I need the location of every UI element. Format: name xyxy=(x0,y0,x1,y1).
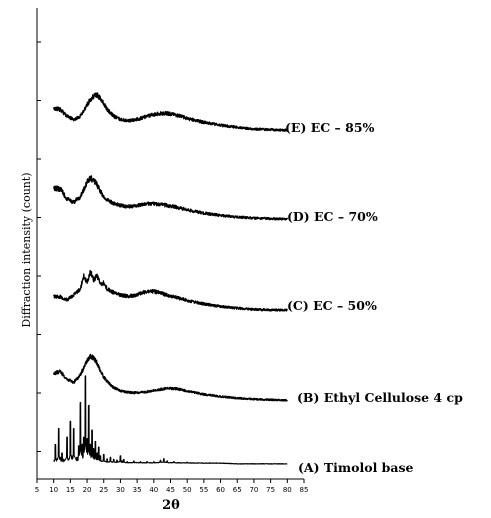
series-trace-c xyxy=(53,269,288,312)
x-tick-label: 65 xyxy=(233,486,242,494)
series-label-e: (E) EC – 85% xyxy=(285,120,375,135)
x-tick-label: 25 xyxy=(99,486,108,494)
series-label-d: (D) EC – 70% xyxy=(287,209,378,224)
x-tick-label: 70 xyxy=(249,486,258,494)
series-labels: (A) Timolol base (B) Ethyl Cellulose 4 cp… xyxy=(285,120,463,475)
x-tick-label: 35 xyxy=(133,486,142,494)
x-tick-label: 50 xyxy=(183,486,192,494)
series-label-a: (A) Timolol base xyxy=(298,460,414,475)
x-tick-label: 15 xyxy=(66,486,75,494)
traces xyxy=(53,92,288,465)
x-tick-label: 85 xyxy=(300,486,309,494)
series-trace-d xyxy=(53,175,288,221)
y-axis-title: Diffraction intensity (count) xyxy=(20,172,33,327)
x-tick-label: 80 xyxy=(283,486,292,494)
x-tick-label: 55 xyxy=(199,486,208,494)
x-axis-title: 2θ xyxy=(162,498,180,513)
x-tick-label: 10 xyxy=(49,486,58,494)
x-tick-label: 75 xyxy=(266,486,275,494)
series-trace-b xyxy=(53,353,288,402)
series-trace-a xyxy=(53,375,288,465)
x-tick-label: 45 xyxy=(166,486,175,494)
series-trace-e xyxy=(53,92,288,132)
x-tick-label: 40 xyxy=(149,486,158,494)
series-label-c: (C) EC – 50% xyxy=(287,298,377,313)
x-tick-label: 5 xyxy=(35,486,39,494)
x-tick-label: 60 xyxy=(216,486,225,494)
axes: 5 10 15 20 25 30 35 40 45 50 55 60 65 70 75 80 85 xyxy=(35,8,309,494)
x-tick-label: 30 xyxy=(116,486,125,494)
x-tick-label: 20 xyxy=(83,486,92,494)
series-label-b: (B) Ethyl Cellulose 4 cp xyxy=(297,390,463,405)
